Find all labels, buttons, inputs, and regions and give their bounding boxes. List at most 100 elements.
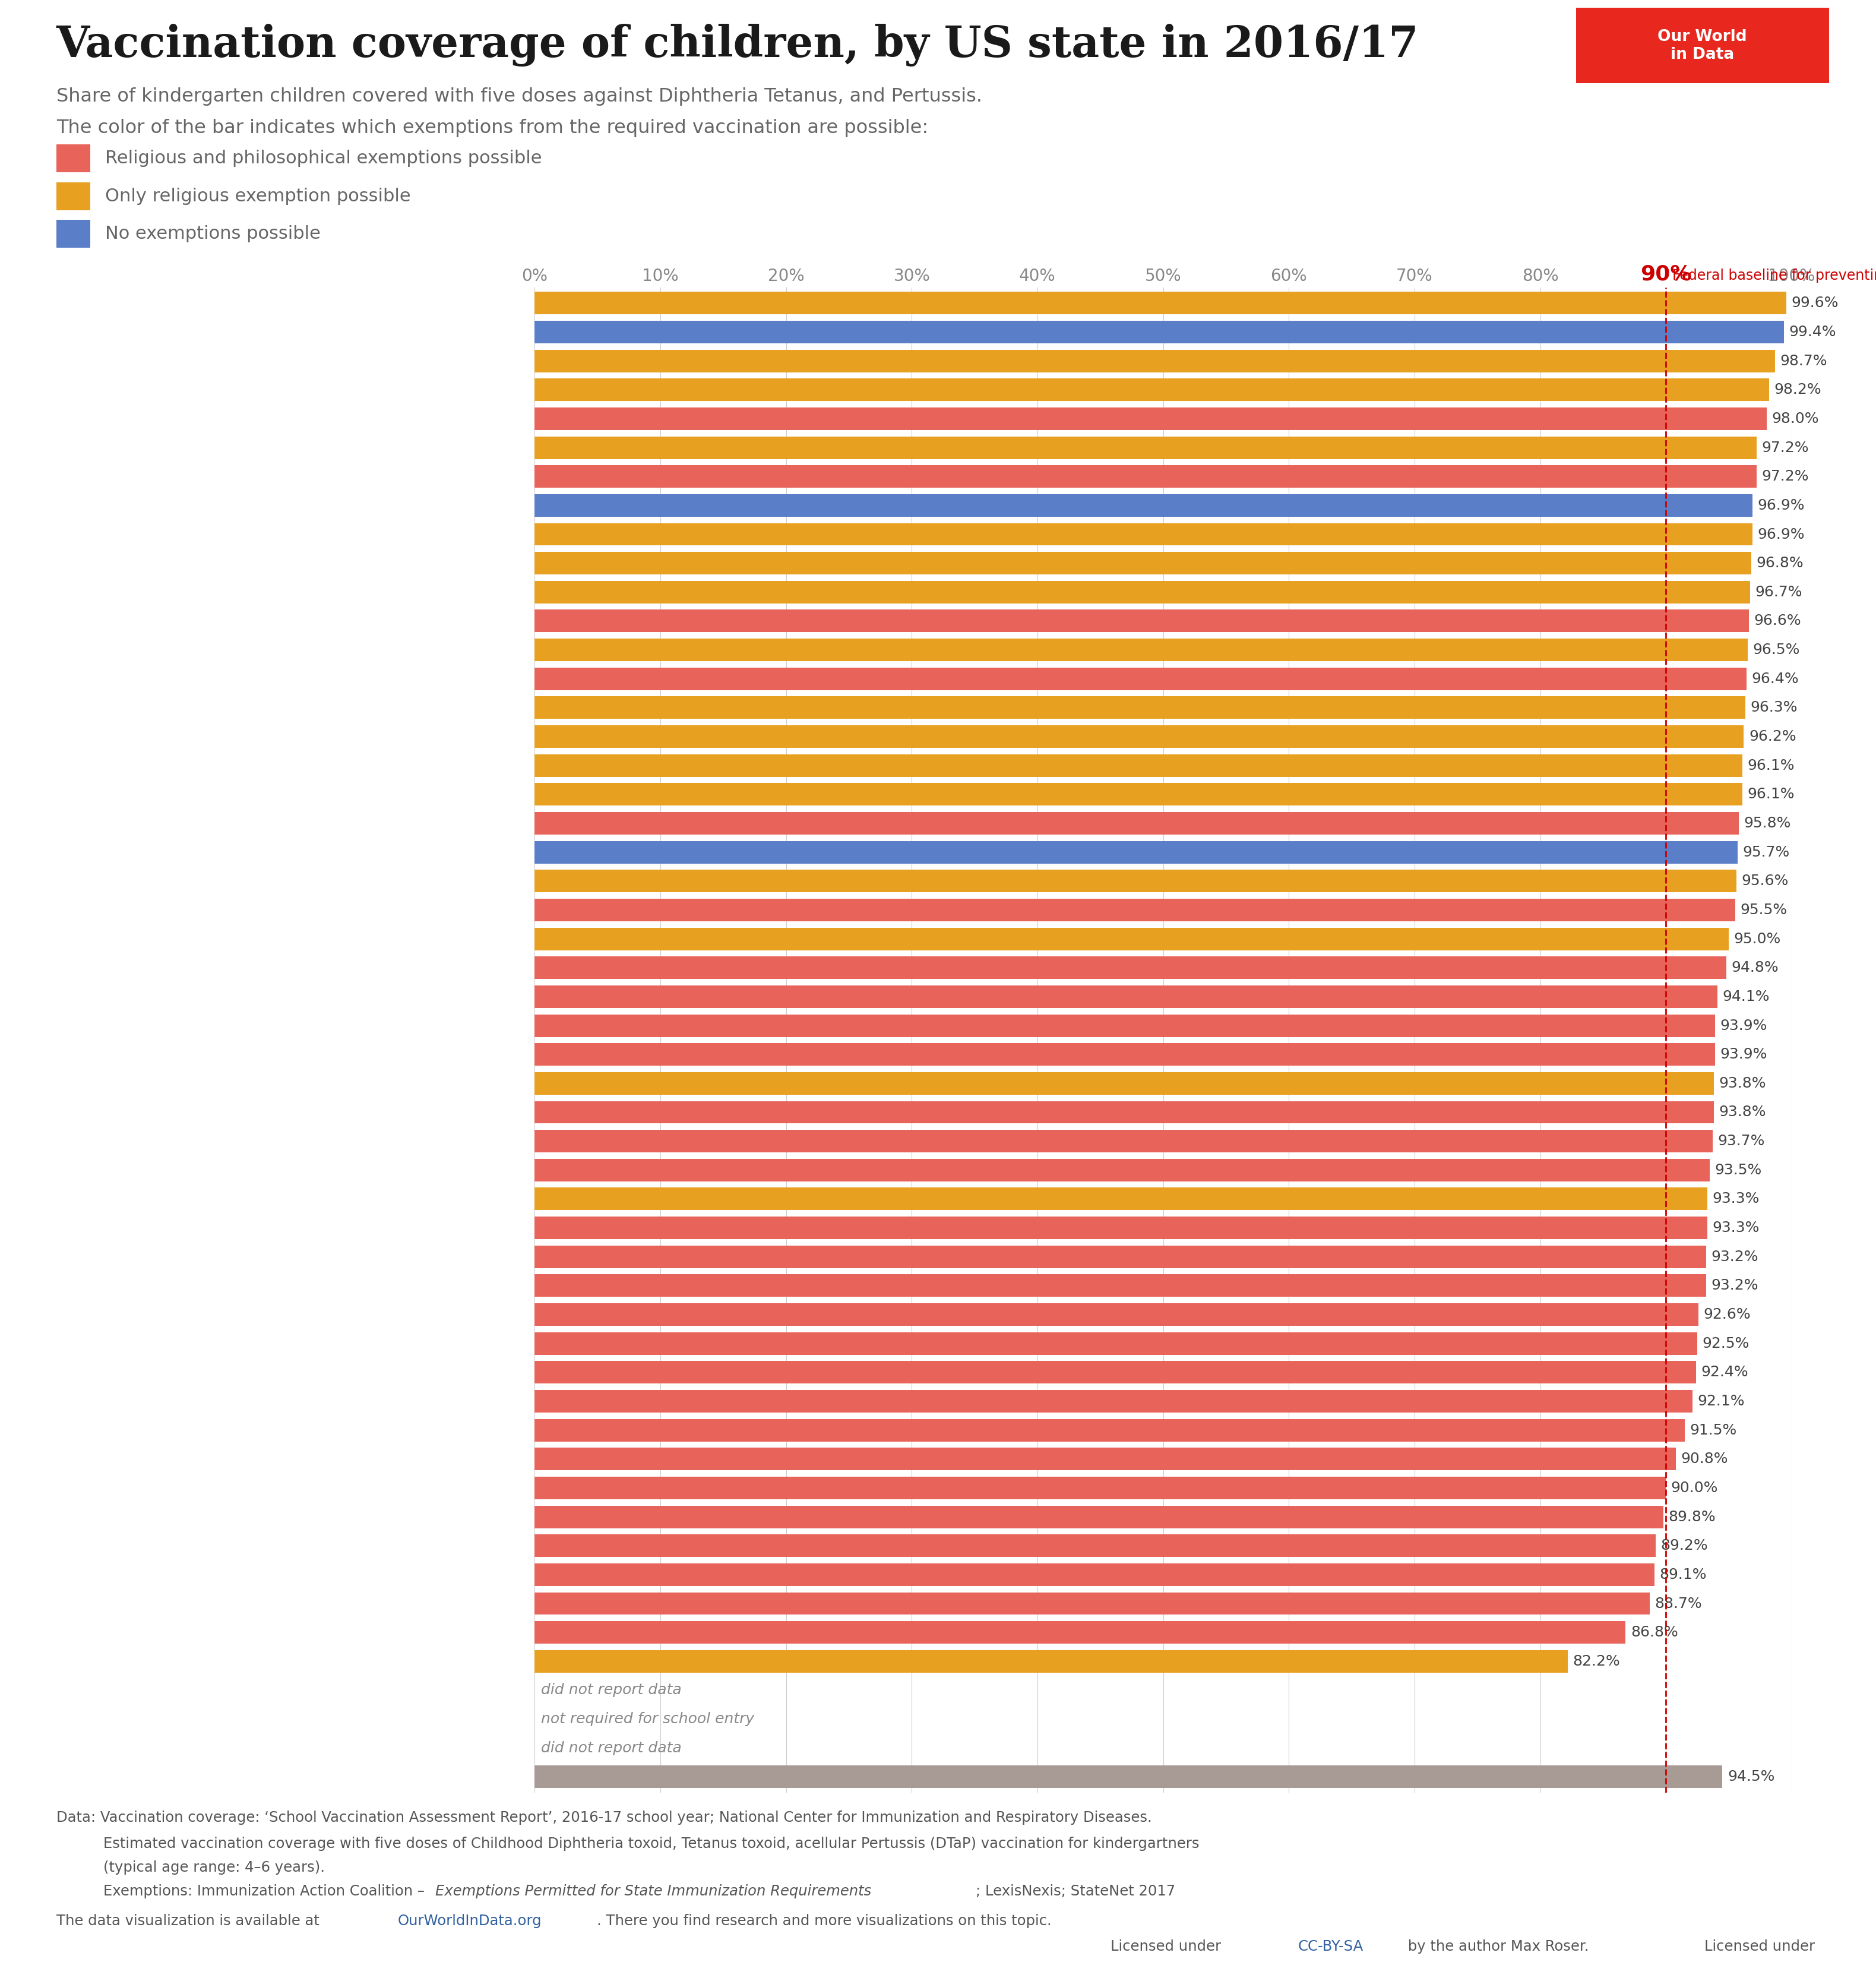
Bar (535, 1072, 1713, 1095)
Bar (535, 1189, 1707, 1210)
Text: 93.8%: 93.8% (1718, 1105, 1765, 1119)
Text: Share of kindergarten children covered with five doses against Diphtheria Tetanu: Share of kindergarten children covered w… (56, 87, 983, 105)
Text: not required for school entry: not required for school entry (540, 1712, 754, 1725)
Text: 91.5%: 91.5% (1690, 1422, 1737, 1438)
Text: 98.7%: 98.7% (1780, 355, 1827, 368)
Text: Exemptions: Immunization Action Coalition –: Exemptions: Immunization Action Coalitio… (103, 1884, 430, 1898)
Text: by the author Max Roser.: by the author Max Roser. (1403, 1939, 1589, 1953)
Text: Only religious exemption possible: Only religious exemption possible (105, 188, 411, 204)
Bar (535, 610, 1748, 632)
Text: No exemptions possible: No exemptions possible (105, 226, 321, 242)
Text: The data visualization is available at: The data visualization is available at (56, 1914, 325, 1928)
Text: 93.3%: 93.3% (1713, 1193, 1760, 1206)
Text: 93.9%: 93.9% (1720, 1018, 1767, 1032)
Text: 94.8%: 94.8% (1732, 961, 1778, 975)
Text: 82.2%: 82.2% (1572, 1654, 1621, 1668)
Bar (535, 812, 1739, 834)
Bar (535, 351, 1775, 372)
Bar (535, 291, 1786, 315)
Bar (535, 1044, 1715, 1066)
Bar (535, 1246, 1705, 1268)
Text: 98.0%: 98.0% (1771, 412, 1818, 426)
Bar (535, 1014, 1715, 1036)
Text: 96.7%: 96.7% (1756, 584, 1803, 598)
Text: 92.6%: 92.6% (1703, 1307, 1750, 1321)
Text: 96.9%: 96.9% (1758, 527, 1805, 541)
Bar (535, 1303, 1698, 1325)
Bar (535, 1476, 1666, 1500)
Bar (535, 840, 1737, 864)
Bar (535, 408, 1767, 430)
Bar (535, 553, 1752, 574)
Bar (535, 985, 1717, 1008)
Text: . There you find research and more visualizations on this topic.: . There you find research and more visua… (597, 1914, 1051, 1928)
Text: 93.2%: 93.2% (1711, 1250, 1758, 1264)
Bar (535, 1331, 1698, 1355)
Text: 96.2%: 96.2% (1748, 729, 1795, 743)
Bar (535, 1361, 1696, 1383)
Bar (535, 1620, 1626, 1644)
Bar (535, 1274, 1705, 1298)
Text: 93.9%: 93.9% (1720, 1048, 1767, 1062)
Text: 90.8%: 90.8% (1681, 1452, 1728, 1466)
Text: 95.0%: 95.0% (1733, 931, 1780, 947)
Text: CC-BY-SA: CC-BY-SA (1298, 1939, 1364, 1953)
Bar (535, 1650, 1568, 1672)
Bar (535, 1418, 1685, 1442)
Bar (535, 1593, 1649, 1615)
Text: 96.9%: 96.9% (1758, 499, 1805, 513)
Bar (535, 1448, 1675, 1470)
Text: did not report data: did not report data (540, 1684, 681, 1698)
Text: Religious and philosophical exemptions possible: Religious and philosophical exemptions p… (105, 151, 542, 166)
Text: 98.2%: 98.2% (1775, 382, 1822, 396)
Bar (535, 899, 1735, 921)
Text: did not report data: did not report data (540, 1741, 681, 1755)
Text: 95.7%: 95.7% (1743, 846, 1790, 860)
Bar (535, 1506, 1664, 1527)
Bar (535, 1101, 1713, 1123)
Text: 97.2%: 97.2% (1762, 440, 1808, 456)
Text: 96.3%: 96.3% (1750, 701, 1797, 715)
Text: 89.1%: 89.1% (1660, 1567, 1707, 1581)
Bar (535, 493, 1752, 517)
Text: Estimated vaccination coverage with five doses of Childhood Diphtheria toxoid, T: Estimated vaccination coverage with five… (103, 1836, 1199, 1850)
Text: 93.5%: 93.5% (1715, 1163, 1762, 1177)
Bar (535, 957, 1726, 979)
Text: 96.6%: 96.6% (1754, 614, 1801, 628)
Text: Federal baseline for preventing outbreaks: Federal baseline for preventing outbreak… (1672, 269, 1876, 283)
Text: 99.6%: 99.6% (1792, 295, 1838, 311)
Bar (535, 1765, 1722, 1789)
Text: Our World
in Data: Our World in Data (1658, 30, 1747, 61)
Bar (535, 1216, 1707, 1240)
Text: Exemptions Permitted for State Immunization Requirements: Exemptions Permitted for State Immunizat… (435, 1884, 870, 1898)
Text: (typical age range: 4–6 years).: (typical age range: 4–6 years). (103, 1860, 325, 1874)
Text: 96.1%: 96.1% (1748, 786, 1795, 802)
Text: 94.1%: 94.1% (1722, 991, 1769, 1004)
Bar (535, 378, 1769, 400)
Bar (535, 580, 1750, 604)
Text: Vaccination coverage of children, by US state in 2016/17: Vaccination coverage of children, by US … (56, 24, 1418, 67)
Text: 96.1%: 96.1% (1748, 759, 1795, 773)
Bar (535, 755, 1743, 777)
Text: 95.6%: 95.6% (1741, 874, 1788, 887)
Text: Licensed under: Licensed under (1705, 1939, 1820, 1953)
Text: 94.5%: 94.5% (1728, 1769, 1775, 1785)
Bar (535, 668, 1747, 689)
Text: 97.2%: 97.2% (1762, 469, 1808, 483)
Text: 96.5%: 96.5% (1752, 642, 1799, 658)
Bar (535, 466, 1756, 487)
Text: 92.1%: 92.1% (1698, 1395, 1745, 1408)
Bar (535, 638, 1748, 662)
Bar (535, 697, 1745, 719)
Bar (535, 1535, 1657, 1557)
Text: 89.8%: 89.8% (1668, 1510, 1717, 1523)
Text: 93.8%: 93.8% (1718, 1076, 1765, 1090)
Bar (535, 1391, 1692, 1412)
Text: 88.7%: 88.7% (1655, 1597, 1702, 1611)
Text: 99.4%: 99.4% (1790, 325, 1837, 339)
Text: 92.5%: 92.5% (1702, 1337, 1750, 1351)
Bar (535, 927, 1730, 951)
Text: 92.4%: 92.4% (1702, 1365, 1748, 1379)
Bar (535, 1129, 1713, 1153)
Bar (535, 725, 1745, 749)
